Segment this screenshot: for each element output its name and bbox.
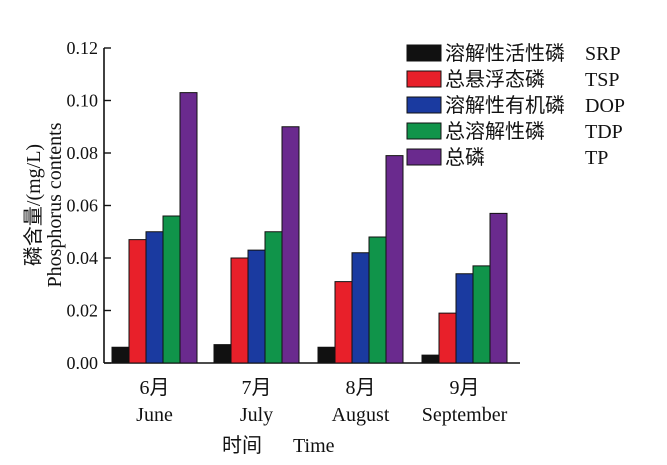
legend-label-en: DOP (585, 95, 625, 117)
x-axis-title-en: Time (293, 435, 335, 457)
legend-label-cn: 总磷 (445, 146, 485, 169)
legend-swatch (406, 148, 442, 166)
y-tick-label: 0.12 (67, 38, 99, 58)
bar-dop (455, 273, 474, 364)
bar-tsp (230, 257, 249, 364)
bar-srp (421, 354, 440, 364)
bar-srp (213, 344, 232, 364)
legend: 溶解性活性磷 SRP 总悬浮态磷 TSP 溶解性有机磷 DOP 总溶解性磷 TDP 总磷 TP (406, 42, 625, 169)
category-label-cn: 8月 (346, 377, 376, 399)
bar-tp (489, 212, 508, 364)
bar-tsp (334, 281, 353, 364)
category-label-cn: 7月 (242, 377, 272, 399)
legend-label-en: TSP (585, 69, 619, 91)
category-label-en: June (136, 404, 173, 426)
category-label-en: July (240, 404, 273, 426)
legend-swatch (406, 70, 442, 88)
legend-item-tp: 总磷 TP (406, 146, 608, 169)
y-tick-label: 0.04 (67, 248, 99, 268)
y-axis-title: 磷含量/(mg/L) Phosphorus contents (22, 122, 66, 287)
category-label-en: August (332, 404, 390, 426)
bar-tsp (438, 312, 457, 364)
x-axis-title-cn: 时间 (222, 434, 262, 457)
bar-tdp (472, 265, 491, 364)
category-label-en: September (422, 404, 508, 426)
legend-label-en: SRP (585, 43, 621, 65)
legend-label-en: TDP (585, 121, 623, 143)
bar-dop (145, 231, 164, 364)
legend-label-cn: 总悬浮态磷 (445, 68, 545, 91)
legend-label-cn: 溶解性有机磷 (445, 94, 565, 117)
y-tick-label: 0.08 (67, 143, 99, 163)
legend-label-en: TP (585, 147, 608, 169)
bar-srp (111, 346, 130, 364)
legend-item-tdp: 总溶解性磷 TDP (406, 120, 623, 143)
y-tick-label: 0.06 (67, 196, 99, 216)
bar-tdp (264, 231, 283, 364)
legend-swatch (406, 122, 442, 140)
bar-tsp (128, 239, 147, 364)
y-tick-label: 0.00 (67, 353, 99, 373)
legend-swatch (406, 44, 442, 62)
legend-label-cn: 溶解性活性磷 (445, 42, 565, 65)
legend-item-dop: 溶解性有机磷 DOP (406, 94, 625, 117)
bar-dop (247, 249, 266, 364)
y-axis-title-cn: 磷含量/(mg/L) (22, 144, 45, 266)
bars (111, 92, 508, 364)
bar-srp (317, 346, 336, 364)
legend-swatch (406, 96, 442, 114)
legend-item-srp: 溶解性活性磷 SRP (406, 42, 621, 65)
x-axis-title: 时间 Time (222, 434, 335, 457)
bar-tp (179, 92, 198, 364)
category-label-cn: 6月 (140, 377, 170, 399)
legend-label-cn: 总溶解性磷 (445, 120, 545, 143)
legend-item-tsp: 总悬浮态磷 TSP (406, 68, 619, 91)
y-tick-label: 0.02 (67, 301, 99, 321)
y-axis-title-en: Phosphorus contents (44, 122, 66, 287)
bar-tdp (368, 236, 387, 364)
bar-tp (281, 126, 300, 364)
y-tick-label: 0.10 (67, 91, 99, 111)
bar-tdp (162, 215, 181, 364)
bar-tp (385, 155, 404, 364)
category-label-cn: 9月 (450, 377, 480, 399)
bar-dop (351, 252, 370, 364)
x-axis-labels: 6月 June 7月 July 8月 August 9月 September (136, 377, 507, 426)
